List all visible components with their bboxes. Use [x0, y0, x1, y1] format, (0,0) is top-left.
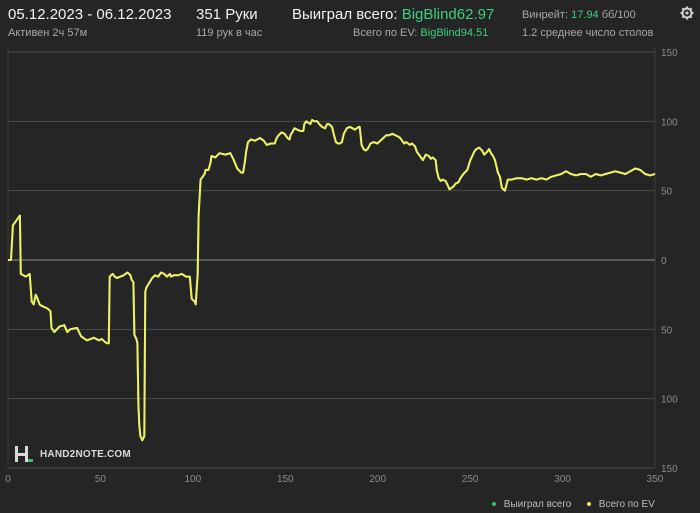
- legend-label-won: Выиграл всего: [503, 499, 572, 510]
- x-tick-label: 350: [647, 474, 664, 485]
- ev-total-label: Всего по EV:: [353, 27, 418, 39]
- y-tick-label: 50: [661, 325, 673, 336]
- x-tick-label: 300: [554, 474, 571, 485]
- avg-tables: 1.2 среднее число столов: [522, 27, 654, 39]
- series-line-ev: [8, 118, 656, 442]
- date-range: 05.12.2023 - 06.12.2023: [8, 6, 172, 23]
- y-tick-label: 150: [661, 464, 678, 475]
- y-tick-label: 50: [661, 187, 673, 198]
- legend-label-ev: Всего по EV: [598, 499, 655, 510]
- legend-item-won: Выиграл всего: [492, 499, 571, 510]
- y-tick-label: 100: [661, 117, 678, 128]
- winrate-value: 17.94: [571, 9, 599, 21]
- x-tick-label: 50: [95, 474, 107, 485]
- legend-item-ev: Всего по EV: [587, 499, 655, 510]
- x-tick-label: 150: [277, 474, 294, 485]
- winrate-label: Винрейт:: [522, 9, 569, 21]
- y-tick-label: 0: [661, 256, 667, 267]
- grid: [7, 48, 656, 469]
- legend-dot-won: [492, 502, 496, 507]
- won-total-label: Выиграл всего:: [292, 6, 398, 23]
- won-total: Выиграл всего: BigBlind62.97: [292, 6, 494, 23]
- tick-labels: 150 100 50 0 50 100 150 0 50 100 150 200 250 300 350: [5, 48, 678, 485]
- series-layer: [8, 118, 656, 442]
- ev-total: Всего по EV: BigBlind94.51: [353, 27, 488, 39]
- logo-text: HAND2NOTE.COM: [40, 448, 131, 460]
- won-total-value: BigBlind62.97: [401, 6, 495, 23]
- hands-per-hour: 119 рук в час: [196, 27, 263, 39]
- h2n-logo-icon: [15, 446, 33, 462]
- settings-icon[interactable]: [680, 6, 694, 25]
- x-tick-label: 250: [462, 474, 479, 485]
- series-line-won: [8, 118, 656, 442]
- ev-total-value: BigBlind94.51: [420, 27, 489, 39]
- x-tick-label: 100: [185, 474, 202, 485]
- hands-count: 351 Руки: [196, 6, 258, 23]
- y-tick-label: 100: [661, 395, 678, 406]
- x-tick-label: 200: [369, 474, 386, 485]
- active-time: Активен 2ч 57м: [8, 27, 88, 39]
- winrate-unit: бб/100: [601, 9, 636, 21]
- winrate: Винрейт: 17.94 бб/100: [522, 9, 636, 21]
- x-tick-label: 0: [5, 474, 11, 485]
- hand2note-logo: HAND2NOTE.COM: [14, 445, 131, 463]
- y-tick-label: 150: [661, 48, 678, 59]
- legend-dot-ev: [587, 502, 591, 507]
